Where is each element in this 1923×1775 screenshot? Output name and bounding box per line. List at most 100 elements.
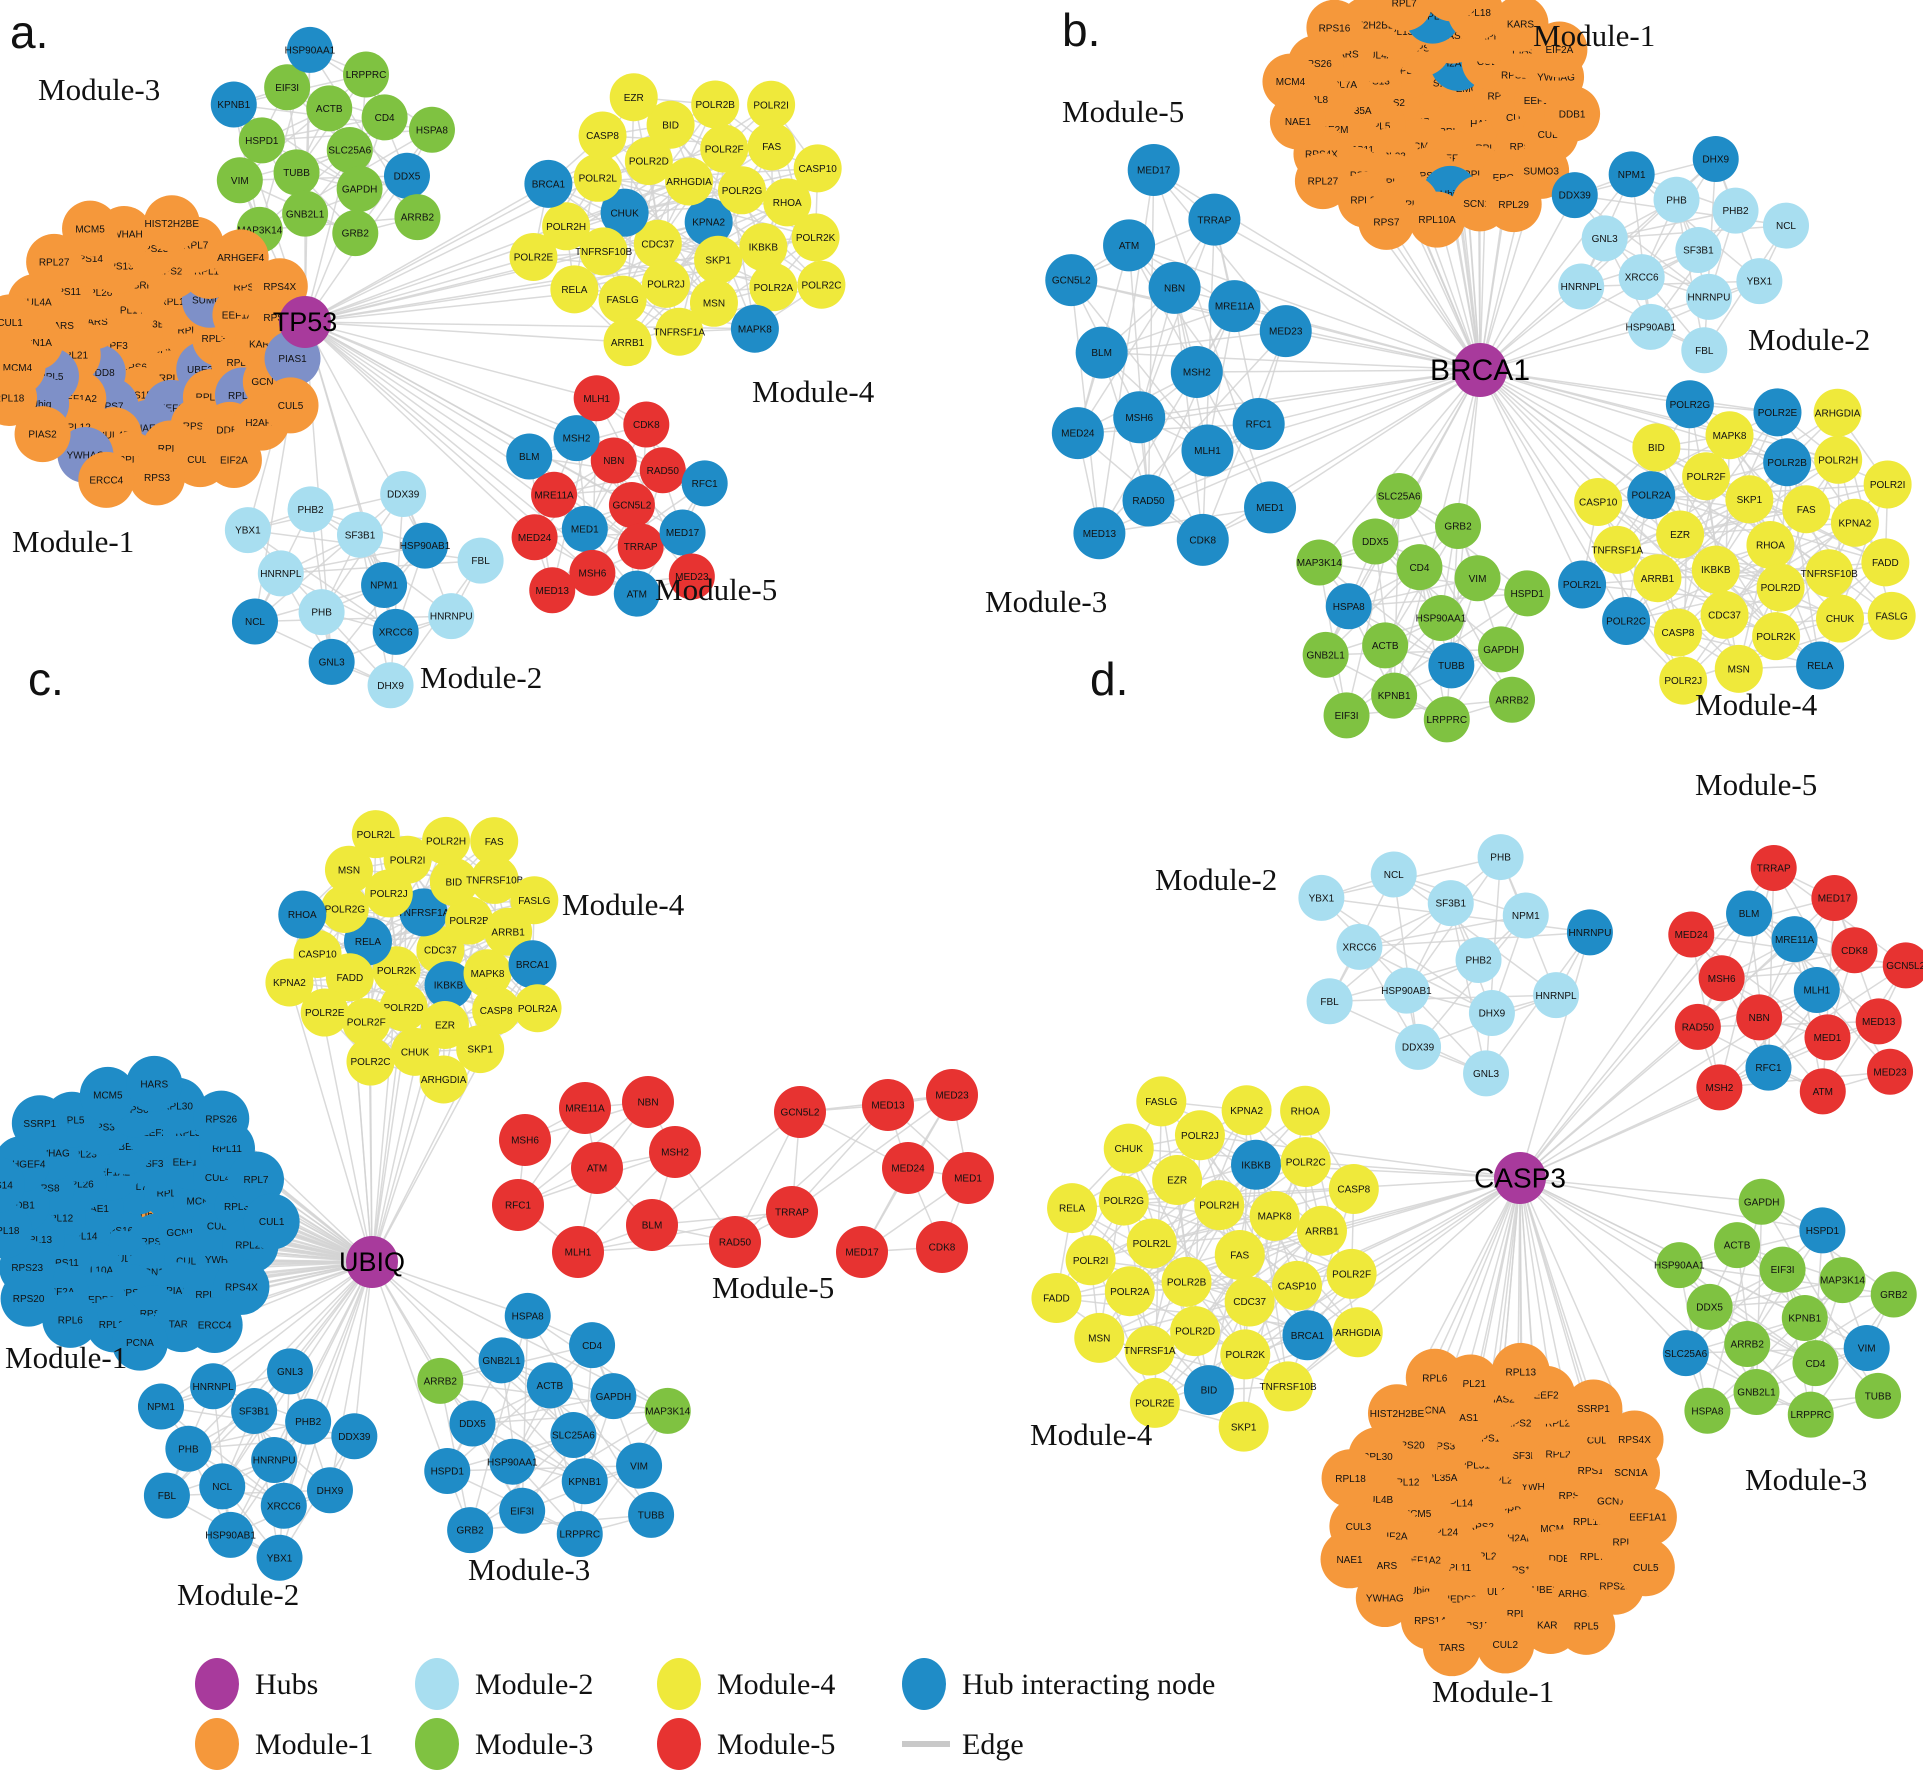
node-phb[interactable] bbox=[165, 1425, 212, 1472]
node-polr2c[interactable] bbox=[797, 260, 846, 309]
node-gcn5l2[interactable] bbox=[1045, 254, 1098, 307]
node-arrb1[interactable] bbox=[1296, 1205, 1347, 1256]
node-med17[interactable] bbox=[659, 509, 706, 556]
node-nbn[interactable] bbox=[622, 1076, 674, 1128]
node-vim[interactable] bbox=[1454, 555, 1501, 602]
node-slc25a6[interactable] bbox=[326, 127, 373, 173]
node-ikbkb[interactable] bbox=[1691, 545, 1740, 594]
node-skp1[interactable] bbox=[1218, 1401, 1269, 1452]
node-rad50[interactable] bbox=[709, 1216, 761, 1268]
node-arhgdia[interactable] bbox=[419, 1055, 468, 1104]
node-atm[interactable] bbox=[613, 570, 660, 617]
node-polr2d[interactable] bbox=[1756, 563, 1805, 612]
node-arrb1[interactable] bbox=[1633, 554, 1682, 603]
node-sf3b1[interactable] bbox=[231, 1388, 278, 1435]
node-npm1[interactable] bbox=[1502, 892, 1549, 939]
node-vim[interactable] bbox=[1843, 1324, 1890, 1371]
node-eif3i[interactable] bbox=[1323, 692, 1370, 739]
node-map3k14[interactable] bbox=[644, 1387, 691, 1434]
node-kpnb1[interactable] bbox=[1371, 672, 1418, 719]
node-polr2f[interactable] bbox=[342, 998, 391, 1047]
node-fas[interactable] bbox=[1214, 1230, 1265, 1280]
node-med24[interactable] bbox=[882, 1142, 934, 1194]
node-tubb[interactable] bbox=[628, 1491, 675, 1538]
node-phb2[interactable] bbox=[285, 1398, 332, 1445]
node-slc25a6[interactable] bbox=[1376, 473, 1423, 520]
node-xrcc6[interactable] bbox=[260, 1482, 307, 1529]
node-vim[interactable] bbox=[216, 157, 263, 204]
node-grb2[interactable] bbox=[1870, 1271, 1917, 1318]
node-polr2j[interactable] bbox=[1659, 656, 1708, 705]
node-ddx5[interactable] bbox=[383, 152, 430, 199]
node-hist2h2be[interactable] bbox=[143, 195, 200, 252]
node-actb[interactable] bbox=[1714, 1222, 1761, 1269]
node-rfc1[interactable] bbox=[681, 460, 728, 507]
node-kpnb1[interactable] bbox=[210, 81, 257, 128]
node-ncl[interactable] bbox=[231, 598, 278, 645]
node-kpna2[interactable] bbox=[684, 198, 733, 246]
node-mcm5[interactable] bbox=[79, 1066, 136, 1123]
node-msh2[interactable] bbox=[553, 415, 600, 462]
hub-node-casp3[interactable] bbox=[1494, 1152, 1546, 1204]
node-tubb[interactable] bbox=[1855, 1372, 1902, 1419]
node-hnrnpu[interactable] bbox=[1566, 909, 1613, 956]
node-polr2d[interactable] bbox=[1170, 1306, 1221, 1357]
node-hnrnpl[interactable] bbox=[1533, 972, 1580, 1019]
node-eif3i[interactable] bbox=[264, 64, 311, 111]
node-polr2g[interactable] bbox=[1098, 1175, 1149, 1226]
node-gapdh[interactable] bbox=[336, 165, 383, 212]
node-bid[interactable] bbox=[429, 857, 478, 906]
node-med17[interactable] bbox=[836, 1226, 888, 1278]
node-polr2f[interactable] bbox=[1326, 1248, 1377, 1299]
node-rad50[interactable] bbox=[1122, 474, 1175, 527]
node-med23[interactable] bbox=[1867, 1048, 1914, 1095]
node-polr2k[interactable] bbox=[1220, 1329, 1271, 1380]
node-hnrnpu[interactable] bbox=[251, 1437, 298, 1483]
node-ezr[interactable] bbox=[1152, 1154, 1203, 1205]
node-nbn[interactable] bbox=[590, 437, 637, 484]
node-eif3i[interactable] bbox=[499, 1487, 546, 1534]
node-polr2a[interactable] bbox=[1104, 1266, 1155, 1317]
node-casp10[interactable] bbox=[1574, 477, 1623, 526]
node-tnfrsf1a[interactable] bbox=[1124, 1325, 1175, 1376]
node-actb[interactable] bbox=[526, 1362, 573, 1409]
node-phb[interactable] bbox=[1653, 176, 1700, 223]
node-polr2g[interactable] bbox=[717, 166, 766, 215]
node-hspd1[interactable] bbox=[1504, 570, 1551, 617]
node-polr2j[interactable] bbox=[1174, 1110, 1225, 1161]
node-med24[interactable] bbox=[1668, 911, 1715, 958]
node-cdk8[interactable] bbox=[623, 401, 670, 448]
node-gnl3[interactable] bbox=[1463, 1050, 1510, 1097]
node-rfc1[interactable] bbox=[1745, 1044, 1792, 1091]
node-ssrp1[interactable] bbox=[1564, 1379, 1623, 1438]
node-cdc37[interactable] bbox=[1700, 590, 1749, 639]
node-kpna2[interactable] bbox=[1830, 498, 1879, 547]
node-msh2[interactable] bbox=[1170, 346, 1223, 398]
node-polr2a[interactable] bbox=[1627, 471, 1676, 520]
node-cd4[interactable] bbox=[361, 94, 408, 141]
node-msh6[interactable] bbox=[499, 1114, 551, 1166]
node-npm1[interactable] bbox=[361, 562, 408, 608]
node-rps20[interactable] bbox=[0, 1270, 57, 1327]
node-trrap[interactable] bbox=[766, 1186, 818, 1238]
node-pias2[interactable] bbox=[14, 406, 71, 463]
node-hspa8[interactable] bbox=[504, 1292, 551, 1339]
node-hspa8[interactable] bbox=[1325, 583, 1372, 630]
node-vim[interactable] bbox=[616, 1442, 663, 1489]
node-tnfrsf10b[interactable] bbox=[1263, 1361, 1314, 1412]
node-gnb2l1[interactable] bbox=[1733, 1368, 1780, 1415]
node-polr2k[interactable] bbox=[791, 213, 840, 262]
node-mlh1[interactable] bbox=[552, 1226, 604, 1278]
node-skp1[interactable] bbox=[1725, 475, 1774, 524]
node-hsp90aa1[interactable] bbox=[489, 1438, 536, 1485]
node-ikbkb[interactable] bbox=[739, 223, 788, 272]
node-gnl3[interactable] bbox=[1581, 215, 1628, 262]
node-rhoa[interactable] bbox=[1280, 1085, 1331, 1136]
node-ddx5[interactable] bbox=[449, 1400, 496, 1447]
node-ikbkb[interactable] bbox=[424, 961, 473, 1010]
node-mre11a[interactable] bbox=[1771, 916, 1818, 963]
node-eif2a[interactable] bbox=[1531, 21, 1588, 78]
node-atm[interactable] bbox=[571, 1142, 623, 1194]
node-blm[interactable] bbox=[506, 433, 553, 480]
node-chuk[interactable] bbox=[1816, 594, 1865, 643]
